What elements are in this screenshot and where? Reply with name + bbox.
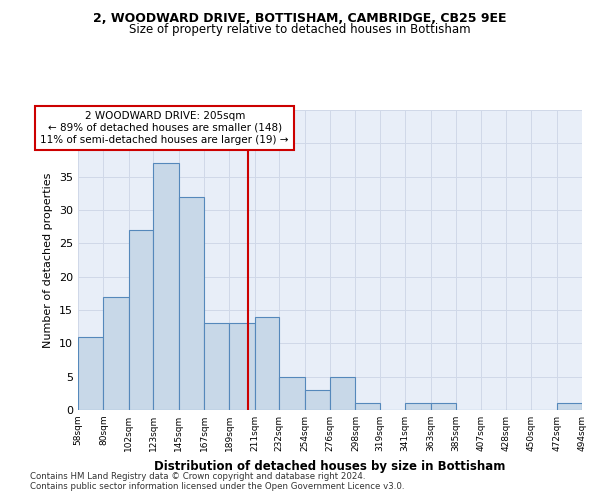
Bar <box>129 230 153 410</box>
Bar <box>78 336 103 410</box>
Bar <box>431 404 456 410</box>
Text: Contains public sector information licensed under the Open Government Licence v3: Contains public sector information licen… <box>30 482 404 491</box>
Text: 2, WOODWARD DRIVE, BOTTISHAM, CAMBRIDGE, CB25 9EE: 2, WOODWARD DRIVE, BOTTISHAM, CAMBRIDGE,… <box>93 12 507 26</box>
Y-axis label: Number of detached properties: Number of detached properties <box>43 172 53 348</box>
Bar <box>153 164 179 410</box>
Bar <box>204 324 229 410</box>
Bar <box>255 316 279 410</box>
Text: Contains HM Land Registry data © Crown copyright and database right 2024.: Contains HM Land Registry data © Crown c… <box>30 472 365 481</box>
Text: Size of property relative to detached houses in Bottisham: Size of property relative to detached ho… <box>129 22 471 36</box>
Bar <box>330 376 355 410</box>
Bar <box>279 376 305 410</box>
Bar <box>355 404 380 410</box>
Bar <box>229 324 255 410</box>
Bar <box>103 296 129 410</box>
Bar <box>405 404 431 410</box>
Bar <box>179 196 204 410</box>
X-axis label: Distribution of detached houses by size in Bottisham: Distribution of detached houses by size … <box>154 460 506 472</box>
Text: 2 WOODWARD DRIVE: 205sqm
← 89% of detached houses are smaller (148)
11% of semi-: 2 WOODWARD DRIVE: 205sqm ← 89% of detach… <box>40 112 289 144</box>
Bar <box>557 404 582 410</box>
Bar <box>305 390 330 410</box>
